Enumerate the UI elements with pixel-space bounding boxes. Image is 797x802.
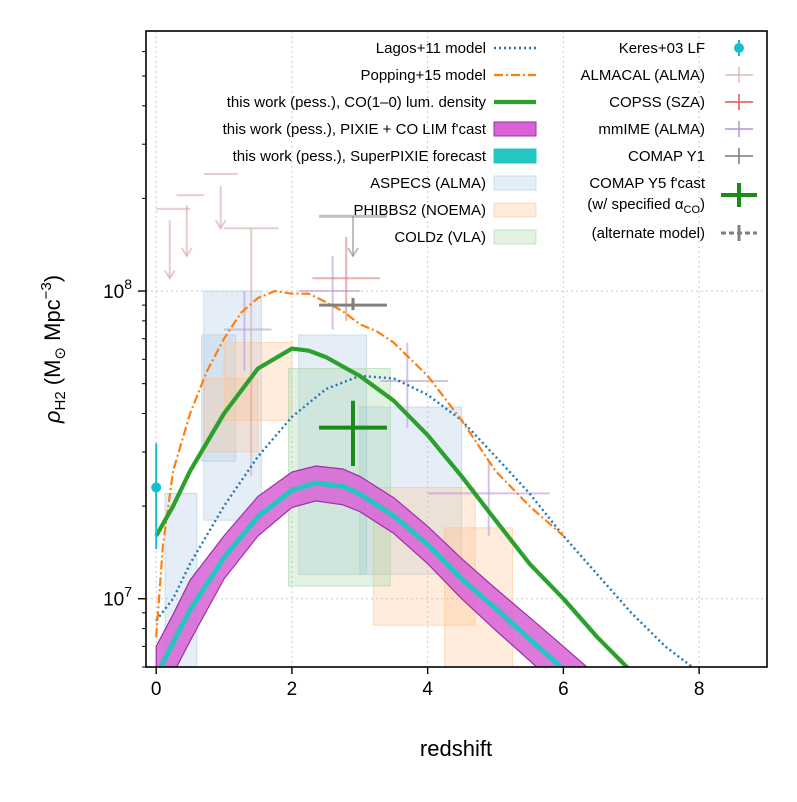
legend-label: (w/ specified αCO) (587, 196, 705, 216)
legend-label: ALMACAL (ALMA) (581, 67, 705, 84)
legend-label: this work (pess.), CO(1–0) lum. density (227, 94, 487, 111)
x-tick-label: 4 (422, 679, 433, 700)
band-superpixie (158, 480, 565, 667)
band-pixie (155, 465, 588, 667)
series-line (154, 346, 630, 667)
legend-label: COLDz (VLA) (394, 229, 486, 246)
arrow-head (214, 219, 227, 231)
legend-label: mmIME (ALMA) (598, 121, 705, 138)
axes: 0 2 4 6 8 107 108 (103, 51, 705, 700)
x-tick-label: 6 (558, 679, 569, 700)
x-tick-label: 2 (287, 679, 298, 700)
y-tick-label: 108 (103, 276, 132, 303)
legend-label: PHIBBS2 (NOEMA) (353, 202, 486, 219)
arrow-head (347, 247, 359, 258)
data-box (203, 377, 259, 453)
legend-handle (493, 202, 537, 218)
legend-label: COMAP Y1 (628, 148, 705, 165)
legend-label: COMAP Y5 f'cast (589, 175, 706, 192)
arrow-head (180, 247, 193, 258)
legend-handle (493, 175, 537, 191)
legend-label: this work (pess.), SuperPIXIE forecast (233, 148, 487, 165)
legend-handle (734, 43, 744, 53)
legend-handle (493, 121, 537, 137)
legend-label: Keres+03 LF (619, 40, 705, 57)
x-tick-label: 0 (151, 679, 162, 700)
legend-label: Popping+15 model (360, 67, 486, 84)
legend-label: this work (pess.), PIXIE + CO LIM f'cast (223, 121, 487, 138)
data-box (223, 342, 293, 421)
legend-label: ASPECS (ALMA) (370, 175, 486, 192)
arrow-head (163, 269, 176, 281)
legend-handle (493, 229, 537, 245)
legend-label: COPSS (SZA) (609, 94, 705, 111)
data-layer (151, 173, 694, 667)
series-line (155, 289, 565, 638)
y-tick-label: 107 (103, 584, 132, 611)
x-tick-label: 8 (694, 679, 705, 700)
plot-frame (145, 30, 768, 668)
x-axis-label: redshift (420, 736, 492, 761)
point-keres (151, 482, 162, 493)
legend-label: (alternate model) (592, 225, 705, 242)
legend: Lagos+11 model Popping+15 model this work … (223, 40, 757, 246)
y-axis-label: ρH2 (M⊙ Mpc−3) (38, 275, 69, 424)
legend-handle (493, 148, 537, 164)
legend-label: Lagos+11 model (376, 40, 486, 57)
